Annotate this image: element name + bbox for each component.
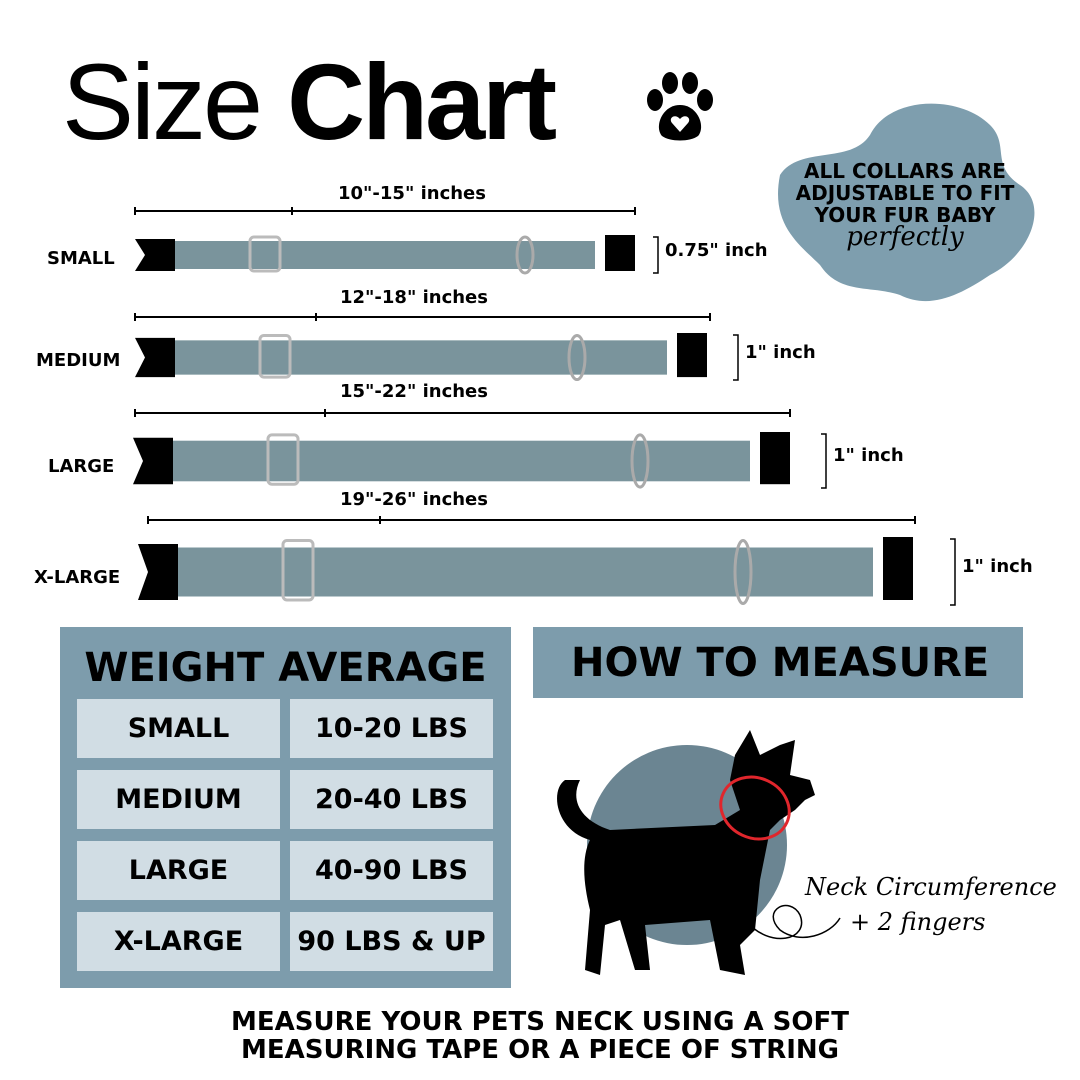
badge-text: ALL COLLARS ARE ADJUSTABLE TO FIT YOUR F… — [795, 159, 1015, 252]
size-label: SMALL — [47, 248, 115, 269]
width-bracket — [733, 334, 739, 381]
note-neck: Neck Circumference — [804, 873, 1057, 901]
buckle-icon — [133, 437, 173, 485]
collar-strap — [173, 547, 873, 597]
weight-cell-weight: 20-40 LBS — [290, 770, 493, 829]
collar-strap — [170, 241, 595, 269]
weight-cell-weight: 40-90 LBS — [290, 841, 493, 900]
weight-cell-size: LARGE — [77, 841, 280, 900]
buckle-icon — [135, 239, 175, 271]
slider-buckle-icon — [258, 333, 292, 379]
length-label: 19"-26" inches — [340, 489, 488, 510]
length-label: 12"-18" inches — [340, 287, 488, 308]
collar-diagrams — [133, 207, 956, 606]
collar-strap — [168, 440, 750, 482]
width-label: 1" inch — [833, 445, 904, 466]
badge-blob — [778, 103, 1035, 302]
paw-heart-icon — [647, 72, 713, 141]
weight-average-table: WEIGHT AVERAGE SMALL 10-20 LBS MEDIUM 20-40… — [60, 627, 511, 988]
slider-buckle-icon — [266, 433, 300, 486]
weight-cell-size: X-LARGE — [77, 912, 280, 971]
dog-silhouette — [557, 730, 815, 975]
d-ring-icon — [515, 235, 535, 275]
width-label: 1" inch — [745, 342, 816, 363]
buckle-clip-icon — [605, 235, 635, 271]
dog-measure-illustration: Neck Circumference + 2 fingers — [557, 730, 1057, 975]
width-bracket — [821, 433, 827, 489]
width-label: 1" inch — [962, 556, 1033, 577]
weight-cell-size: MEDIUM — [77, 770, 280, 829]
width-bracket — [653, 236, 659, 274]
length-label: 15"-22" inches — [340, 381, 488, 402]
width-bracket — [950, 538, 956, 606]
d-ring-icon — [733, 539, 753, 605]
collar-strap — [170, 340, 667, 375]
buckle-icon — [135, 337, 175, 378]
note-fingers: + 2 fingers — [850, 908, 985, 936]
size-label: LARGE — [48, 456, 115, 477]
how-to-measure-header: HOW TO MEASURE — [533, 627, 1023, 698]
slider-buckle-icon — [248, 235, 282, 273]
arrow-icon — [744, 904, 841, 940]
weight-cell-weight: 10-20 LBS — [290, 699, 493, 758]
weight-table-title: WEIGHT AVERAGE — [84, 645, 487, 691]
weight-cell-size: SMALL — [77, 699, 280, 758]
weight-cell-weight: 90 LBS & UP — [290, 912, 493, 971]
width-label: 0.75" inch — [665, 240, 768, 261]
buckle-icon — [138, 544, 178, 600]
size-label: X-LARGE — [34, 567, 121, 588]
length-label: 10"-15" inches — [338, 183, 486, 204]
buckle-clip-icon — [883, 537, 913, 600]
buckle-clip-icon — [677, 333, 707, 378]
page-title: Size Chart — [62, 41, 557, 162]
slider-buckle-icon — [281, 539, 315, 602]
size-label: MEDIUM — [36, 350, 121, 371]
d-ring-icon — [630, 433, 650, 489]
neck-loop — [719, 775, 791, 841]
buckle-clip-icon — [760, 432, 790, 485]
d-ring-icon — [567, 333, 587, 382]
footer-instructions: MEASURE YOUR PETS NECK USING A SOFT MEAS… — [231, 1007, 849, 1065]
